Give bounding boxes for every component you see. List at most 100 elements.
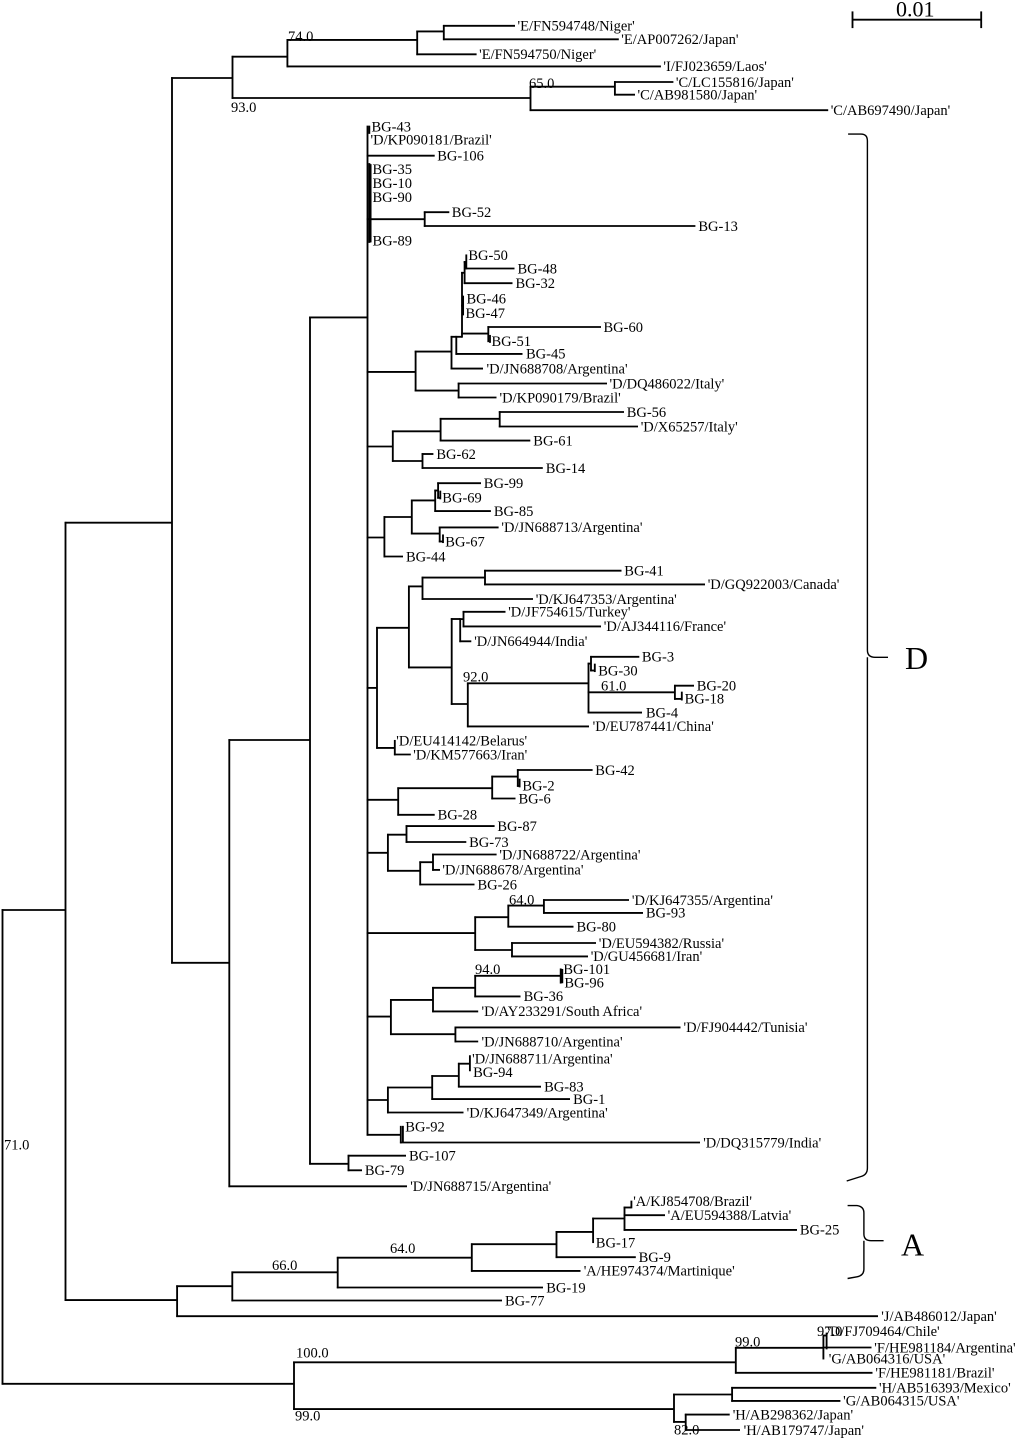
svg-text:92.0: 92.0 — [463, 670, 488, 686]
svg-text:'C/AB981580/Japan': 'C/AB981580/Japan' — [638, 88, 758, 104]
svg-text:'D/KP090181/Brazil': 'D/KP090181/Brazil' — [371, 133, 492, 149]
svg-text:'D/JN688678/Argentina': 'D/JN688678/Argentina' — [442, 863, 583, 879]
svg-text:BG-94: BG-94 — [473, 1065, 513, 1081]
svg-text:BG-26: BG-26 — [478, 877, 517, 893]
svg-text:BG-62: BG-62 — [436, 447, 475, 463]
svg-text:100.0: 100.0 — [296, 1345, 329, 1361]
svg-text:BG-50: BG-50 — [468, 248, 507, 264]
svg-text:66.0: 66.0 — [272, 1258, 297, 1274]
svg-text:A: A — [901, 1227, 924, 1263]
svg-text:'H/AB298362/Japan': 'H/AB298362/Japan' — [733, 1407, 853, 1423]
svg-text:BG-18: BG-18 — [685, 692, 724, 708]
svg-text:D: D — [905, 640, 928, 676]
svg-text:82.0: 82.0 — [674, 1423, 699, 1439]
svg-text:BG-93: BG-93 — [646, 906, 685, 922]
svg-text:'A/EU594388/Latvia': 'A/EU594388/Latvia' — [668, 1208, 792, 1224]
svg-text:'D/KJ647353/Argentina': 'D/KJ647353/Argentina' — [536, 592, 677, 608]
svg-text:'D/DQ486022/Italy': 'D/DQ486022/Italy' — [610, 376, 725, 392]
svg-text:'D/EU787441/China': 'D/EU787441/China' — [593, 719, 714, 735]
svg-text:'D/GQ922003/Canada': 'D/GQ922003/Canada' — [708, 577, 840, 593]
svg-text:'F/HE981181/Brazil': 'F/HE981181/Brazil' — [875, 1366, 994, 1382]
svg-text:'G/AB064316/USA': 'G/AB064316/USA' — [829, 1351, 945, 1367]
svg-text:BG-73: BG-73 — [469, 835, 508, 851]
svg-text:BG-106: BG-106 — [437, 149, 484, 165]
svg-text:BG-14: BG-14 — [546, 461, 586, 477]
svg-text:BG-80: BG-80 — [577, 920, 616, 936]
svg-text:97.0: 97.0 — [817, 1324, 842, 1340]
svg-text:'D/JN688722/Argentina': 'D/JN688722/Argentina' — [499, 847, 640, 863]
svg-text:BG-28: BG-28 — [438, 808, 477, 824]
svg-text:'A/KJ854708/Brazil': 'A/KJ854708/Brazil' — [633, 1194, 752, 1210]
svg-text:'D/JN688715/Argentina': 'D/JN688715/Argentina' — [410, 1179, 551, 1195]
svg-text:BG-25: BG-25 — [800, 1223, 839, 1239]
svg-text:'D/FJ904442/Tunisia': 'D/FJ904442/Tunisia' — [684, 1020, 808, 1036]
svg-text:BG-2: BG-2 — [522, 779, 554, 795]
svg-text:'D/FJ709464/Chile': 'D/FJ709464/Chile' — [827, 1324, 939, 1340]
svg-text:'D/JN664944/India': 'D/JN664944/India' — [474, 634, 587, 650]
svg-text:0.01: 0.01 — [896, 0, 935, 22]
svg-text:61.0: 61.0 — [601, 679, 626, 695]
svg-text:BG-10: BG-10 — [373, 176, 412, 192]
svg-text:71.0: 71.0 — [4, 1137, 29, 1153]
svg-text:BG-101: BG-101 — [563, 962, 610, 978]
svg-text:BG-87: BG-87 — [497, 819, 536, 835]
svg-text:BG-52: BG-52 — [452, 205, 491, 221]
svg-text:BG-19: BG-19 — [546, 1280, 585, 1296]
svg-text:'D/JN688711/Argentina': 'D/JN688711/Argentina' — [472, 1052, 613, 1068]
svg-text:BG-83: BG-83 — [544, 1080, 583, 1096]
svg-text:BG-77: BG-77 — [505, 1293, 544, 1309]
svg-text:BG-67: BG-67 — [445, 534, 484, 550]
svg-text:BG-41: BG-41 — [624, 564, 663, 580]
svg-text:'D/KJ647355/Argentina': 'D/KJ647355/Argentina' — [632, 893, 773, 909]
svg-text:BG-45: BG-45 — [526, 347, 565, 363]
svg-text:BG-51: BG-51 — [492, 334, 531, 350]
svg-text:BG-79: BG-79 — [365, 1163, 404, 1179]
svg-text:99.0: 99.0 — [295, 1409, 320, 1425]
svg-text:'D/EU594382/Russia': 'D/EU594382/Russia' — [599, 936, 724, 952]
svg-text:BG-61: BG-61 — [533, 433, 572, 449]
svg-text:74.0: 74.0 — [288, 29, 313, 45]
svg-text:'J/AB486012/Japan': 'J/AB486012/Japan' — [881, 1309, 997, 1325]
svg-text:BG-92: BG-92 — [405, 1120, 444, 1136]
svg-text:'D/JF754615/Turkey': 'D/JF754615/Turkey' — [508, 605, 630, 621]
svg-text:94.0: 94.0 — [475, 962, 500, 978]
svg-text:BG-107: BG-107 — [409, 1149, 456, 1165]
svg-text:BG-17: BG-17 — [596, 1236, 635, 1252]
svg-text:'H/AB179747/Japan': 'H/AB179747/Japan' — [744, 1423, 864, 1439]
svg-text:'C/AB697490/Japan': 'C/AB697490/Japan' — [831, 103, 951, 119]
svg-text:65.0: 65.0 — [529, 76, 554, 92]
svg-text:'D/GU456681/Iran': 'D/GU456681/Iran' — [591, 949, 703, 965]
svg-text:'H/AB516393/Mexico': 'H/AB516393/Mexico' — [879, 1381, 1011, 1397]
svg-text:BG-30: BG-30 — [598, 663, 637, 679]
svg-text:93.0: 93.0 — [231, 100, 256, 116]
svg-text:BG-60: BG-60 — [604, 320, 643, 336]
svg-text:'D/AY233291/South Africa': 'D/AY233291/South Africa' — [482, 1004, 643, 1020]
svg-text:'D/DQ315779/India': 'D/DQ315779/India' — [703, 1135, 821, 1151]
svg-text:'I/FJ023659/Laos': 'I/FJ023659/Laos' — [663, 59, 767, 75]
svg-text:BG-99: BG-99 — [484, 476, 523, 492]
svg-text:BG-90: BG-90 — [373, 190, 412, 206]
svg-text:BG-56: BG-56 — [627, 405, 666, 421]
svg-text:'C/LC155816/Japan': 'C/LC155816/Japan' — [676, 75, 794, 91]
svg-text:BG-43: BG-43 — [372, 119, 411, 135]
svg-text:'D/JN688710/Argentina': 'D/JN688710/Argentina' — [482, 1034, 623, 1050]
svg-text:'F/HE981184/Argentina': 'F/HE981184/Argentina' — [874, 1340, 1015, 1356]
svg-text:'D/KM577663/Iran': 'D/KM577663/Iran' — [413, 747, 527, 763]
svg-text:BG-13: BG-13 — [698, 219, 737, 235]
svg-text:BG-6: BG-6 — [519, 791, 551, 807]
svg-text:BG-44: BG-44 — [406, 549, 446, 565]
svg-text:BG-96: BG-96 — [564, 976, 603, 992]
svg-text:64.0: 64.0 — [509, 892, 534, 908]
svg-text:BG-85: BG-85 — [494, 504, 533, 520]
svg-text:'D/EU414142/Belarus': 'D/EU414142/Belarus' — [396, 734, 527, 750]
svg-text:BG-47: BG-47 — [466, 306, 505, 322]
svg-text:BG-9: BG-9 — [639, 1250, 671, 1266]
svg-text:BG-4: BG-4 — [646, 705, 679, 721]
svg-text:BG-32: BG-32 — [516, 276, 555, 292]
svg-text:'D/KJ647349/Argentina': 'D/KJ647349/Argentina' — [467, 1105, 608, 1121]
svg-text:BG-46: BG-46 — [467, 291, 506, 307]
svg-text:BG-35: BG-35 — [373, 162, 412, 178]
svg-text:BG-48: BG-48 — [518, 261, 557, 277]
svg-text:'E/AP007262/Japan': 'E/AP007262/Japan' — [621, 32, 738, 48]
svg-text:'D/JN688708/Argentina': 'D/JN688708/Argentina' — [487, 361, 628, 377]
